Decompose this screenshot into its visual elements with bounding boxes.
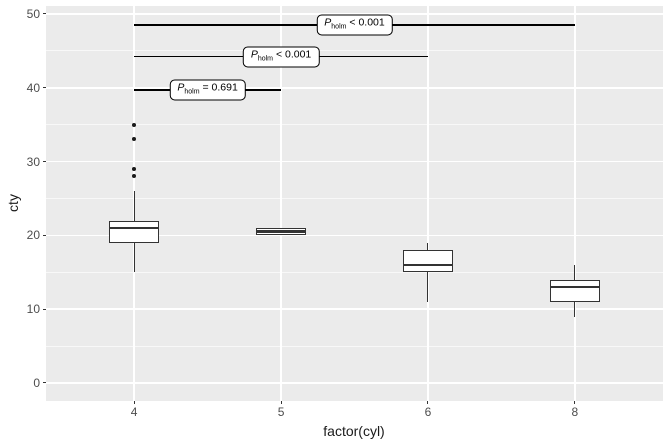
boxplot-upper-whisker-cyl-6 [427,242,429,251]
y-axis-tick [43,234,46,236]
boxplot-median-cyl-8 [550,285,599,289]
boxplot-lower-whisker-cyl-6 [427,272,429,302]
x-axis-tick-label: 5 [277,405,285,419]
y-axis-tick [43,13,46,15]
y-axis-tick [43,87,46,89]
p-subscript: holm [257,55,274,63]
y-axis-tick [43,308,46,310]
boxplot-lower-whisker-cyl-8 [574,301,576,317]
x-axis-tick-label: 6 [424,405,432,419]
y-axis-title: cty [5,194,21,212]
gridline-major-y [46,87,663,89]
gridline-minor-y [46,271,663,273]
comparison-label-4-6: Pholm < 0.001 [242,46,320,68]
boxplot-lower-whisker-cyl-4 [133,242,135,273]
boxplot-box-cyl-8 [549,279,600,302]
p-symbol: P [324,16,332,29]
gridline-major-y [46,160,663,163]
y-axis-tick-label: 40 [26,80,40,95]
x-axis-tick [133,401,135,404]
p-subscript: holm [184,88,200,96]
y-axis-tick-label: 50 [26,6,40,21]
boxplot-outlier-cyl-4 [132,137,137,142]
gridline-major-x [427,6,429,401]
gridline-minor-y [46,197,663,199]
comparison-label-4-8: Pholm < 0.001 [316,14,393,36]
p-symbol: P [250,48,258,61]
boxplot-upper-whisker-cyl-4 [133,191,135,221]
x-axis-tick-label: 4 [130,405,138,419]
plot-panel [46,6,663,401]
p-value-text: < 0.001 [273,48,312,61]
gridline-major-y [46,382,663,384]
y-axis-tick [43,161,46,163]
p-subscript: holm [331,23,347,31]
x-axis-tick [427,401,429,404]
y-axis-tick-label: 30 [26,154,40,169]
boxplot-outlier-cyl-4 [132,122,137,127]
gridline-major-y [46,234,663,237]
comparison-label-4-5: Pholm = 0.691 [169,79,246,101]
boxplot-median-cyl-6 [403,263,452,267]
boxplot-median-cyl-4 [110,226,159,230]
gridline-major-x [574,6,576,401]
x-axis-title: factor(cyl) [323,423,385,439]
gridline-minor-y [46,345,663,347]
boxplot-median-cyl-5 [257,230,306,233]
boxplot-box-cyl-6 [402,250,453,273]
x-axis-tick [574,401,576,404]
x-axis-tick [280,401,282,404]
p-symbol: P [177,81,185,94]
y-axis-tick-label: 10 [26,302,40,317]
boxplot-outlier-cyl-4 [132,166,137,171]
gridline-major-x [280,6,282,401]
boxplot-outlier-cyl-4 [132,174,137,179]
p-value-text: = 0.691 [199,81,238,94]
gridline-minor-y [46,50,663,52]
y-axis-tick-label: 20 [26,228,40,243]
boxplot-upper-whisker-cyl-8 [574,264,576,280]
y-axis-tick-label: 0 [33,375,40,390]
p-value-text: < 0.001 [346,16,385,29]
boxplot-box-cyl-4 [109,220,160,243]
gridline-major-y [46,308,663,310]
gridline-minor-y [46,124,663,126]
y-axis-tick [43,382,46,384]
gridline-major-y [46,13,663,15]
x-axis-tick-label: 8 [571,405,579,419]
